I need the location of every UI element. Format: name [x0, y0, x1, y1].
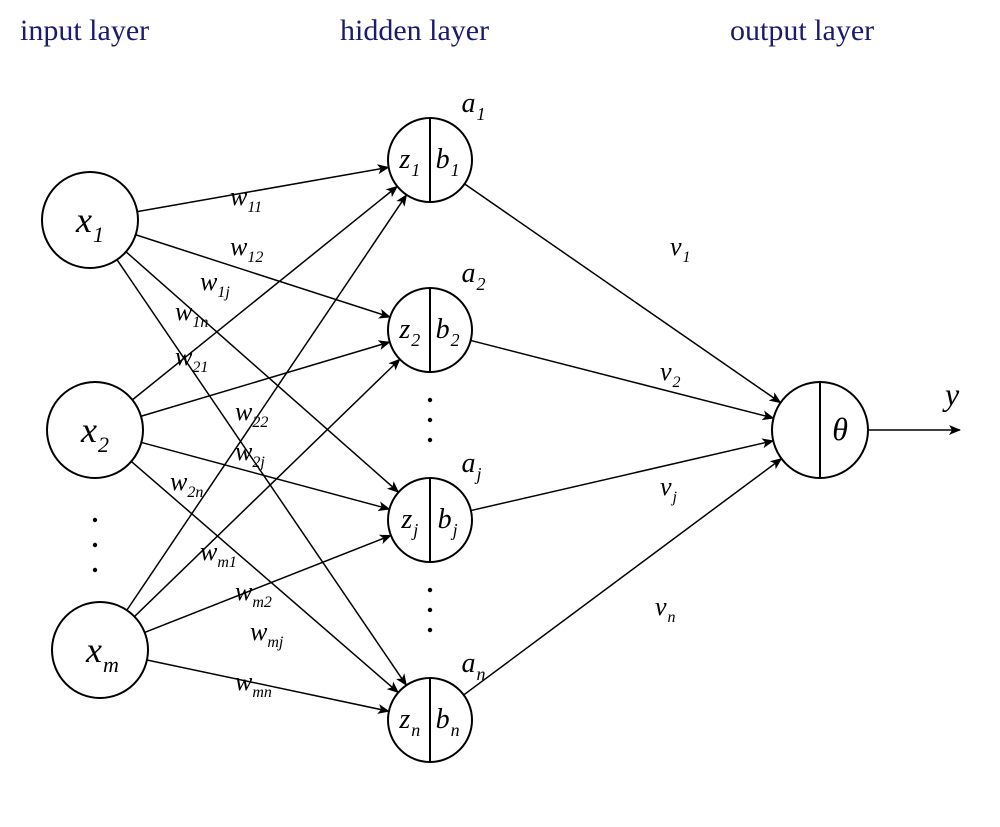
- input-layer-header: input layer: [20, 14, 149, 47]
- hidden-layer-header: hidden layer: [340, 14, 489, 47]
- svg-text:aj: aj: [462, 448, 482, 484]
- edge-hj-out: [471, 441, 773, 511]
- edge-h2-out: [471, 340, 774, 418]
- weight-ih-22: w22: [235, 397, 268, 431]
- weight-ih-11: w11: [230, 182, 262, 216]
- labels-layer: input layer hidden layer output layer y w11 w…: [20, 14, 960, 701]
- output-y-label: y: [942, 376, 960, 412]
- hidden-node-h2: z2b2a2: [388, 258, 486, 372]
- svg-text:a1: a1: [462, 88, 486, 124]
- hidden-node-hn: znbnan: [388, 648, 486, 762]
- neural-network-diagram: x1 x2 xm z1b1a1 z2b2a2 zjbjaj znbnan θ input la…: [0, 0, 1000, 827]
- svg-text:a2: a2: [462, 258, 486, 294]
- weight-ih-21: w21: [175, 342, 208, 376]
- edge-x2-hn: [131, 461, 398, 692]
- weight-ih-mj: wmj: [250, 617, 284, 651]
- input-node-xm: xm: [52, 602, 148, 698]
- input-vdots: [93, 518, 97, 572]
- weight-ho-2: v2: [660, 357, 681, 391]
- input-node-x2: x2: [47, 382, 143, 478]
- output-node: θ: [772, 382, 868, 478]
- svg-text:an: an: [462, 648, 486, 684]
- hidden-vdots-0: [428, 398, 432, 442]
- weight-ih-1n: w1n: [175, 297, 208, 331]
- edge-hn-out: [464, 459, 782, 695]
- weight-ih-mn: wmn: [235, 667, 272, 701]
- edge-x1-h1: [137, 167, 388, 211]
- weight-ih-m1: wm1: [200, 537, 237, 571]
- hidden-node-h1: z1b1a1: [388, 88, 486, 202]
- input-node-x1: x1: [42, 172, 138, 268]
- weight-ih-m2: wm2: [235, 577, 272, 611]
- weight-ho-1: v1: [670, 232, 691, 266]
- edge-xm-hj: [145, 535, 391, 632]
- output-layer-header: output layer: [730, 14, 874, 47]
- svg-text:θ: θ: [832, 411, 848, 447]
- hidden-vdots-1: [428, 588, 432, 632]
- weight-ih-12: w12: [230, 232, 263, 266]
- weight-ho-j: vj: [660, 472, 678, 506]
- hidden-node-hj: zjbjaj: [388, 448, 482, 562]
- weight-ih-1j: w1j: [200, 267, 230, 301]
- weight-ih-2j: w2j: [235, 437, 265, 471]
- nodes-layer: x1 x2 xm z1b1a1 z2b2a2 zjbjaj znbnan θ: [42, 88, 868, 762]
- edge-xm-h1: [127, 195, 407, 610]
- weight-ho-n: vn: [655, 592, 676, 626]
- edge-h1-out: [465, 184, 781, 403]
- weight-ih-2n: w2n: [170, 467, 203, 501]
